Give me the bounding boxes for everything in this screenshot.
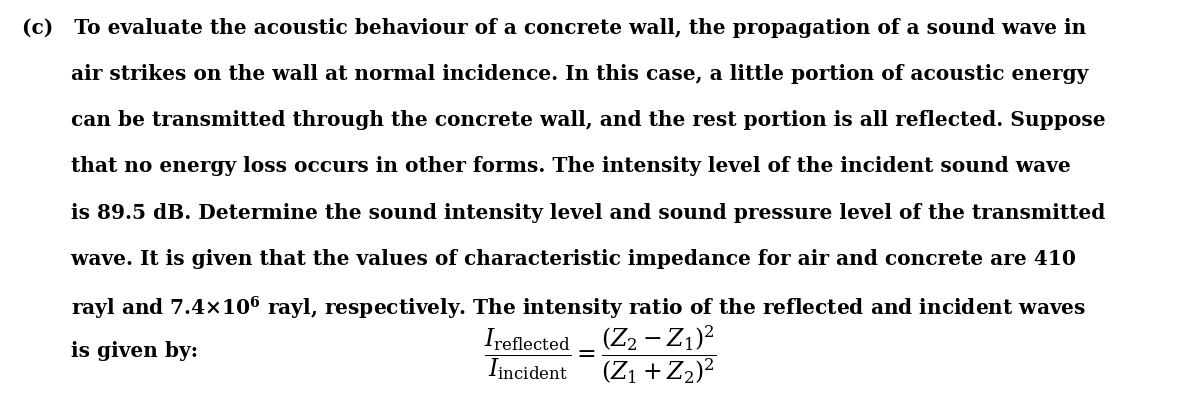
Text: (c)   To evaluate the acoustic behaviour of a concrete wall, the propagation of : (c) To evaluate the acoustic behaviour o… [22, 18, 1086, 38]
Text: is given by:: is given by: [22, 341, 198, 361]
Text: air strikes on the wall at normal incidence. In this case, a little portion of a: air strikes on the wall at normal incide… [22, 64, 1088, 84]
Text: can be transmitted through the concrete wall, and the rest portion is all reflec: can be transmitted through the concrete … [22, 110, 1105, 130]
Text: wave. It is given that the values of characteristic impedance for air and concre: wave. It is given that the values of cha… [22, 249, 1075, 269]
Text: rayl and 7.4$\mathbf{\times}$10$\mathbf{^6}$ rayl, respectively. The intensity r: rayl and 7.4$\mathbf{\times}$10$\mathbf{… [22, 295, 1086, 322]
Text: $\dfrac{I_{\rm reflected}}{I_{\rm incident}} = \dfrac{\left(Z_2 - Z_1\right)^2}{: $\dfrac{I_{\rm reflected}}{I_{\rm incide… [484, 324, 716, 386]
Text: that no energy loss occurs in other forms. The intensity level of the incident s: that no energy loss occurs in other form… [22, 156, 1070, 176]
Text: is 89.5 dB. Determine the sound intensity level and sound pressure level of the : is 89.5 dB. Determine the sound intensit… [22, 203, 1105, 223]
